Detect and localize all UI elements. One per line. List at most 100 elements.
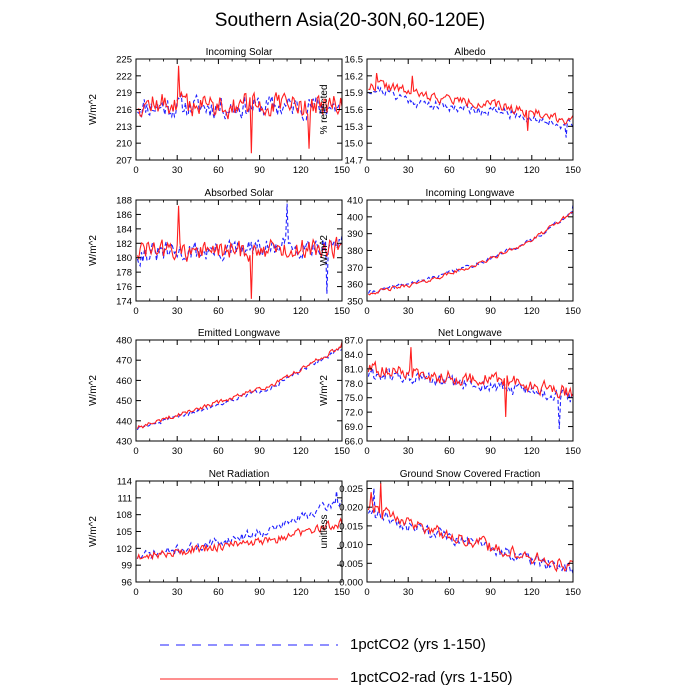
panel-absorbed-solar: Absorbed Solar W/m^2 0 30 60 90 120 150 174 176 17… — [88, 188, 350, 317]
y-tick-label: 176 — [116, 282, 132, 293]
x-tick-label: 90 — [254, 587, 265, 598]
y-tick-label: 66.0 — [345, 437, 364, 448]
x-tick-label: 150 — [334, 446, 350, 457]
y-tick-label: 350 — [347, 297, 363, 308]
y-tick-label: 0.015 — [339, 521, 363, 532]
y-tick-label: 16.2 — [345, 71, 364, 82]
y-axis-label: W/m^2 — [88, 375, 99, 406]
series-1pctco2-rad-line-incoming-longwave — [368, 212, 574, 296]
x-tick-label: 0 — [364, 306, 369, 317]
series-1pctco2-rad-line-emitted-longwave — [136, 341, 343, 430]
y-axis-label: W/m^2 — [88, 235, 99, 266]
y-axis-label: W/m^2 — [319, 235, 330, 266]
x-tick-label: 150 — [334, 165, 350, 176]
series-1pctco2-rad-line-albedo — [368, 72, 574, 131]
y-tick-label: 480 — [116, 336, 132, 347]
y-axis-label: % reflected — [319, 84, 330, 134]
y-tick-label: 219 — [116, 88, 132, 99]
x-tick-label: 30 — [172, 165, 183, 176]
x-tick-label: 0 — [133, 587, 138, 598]
x-tick-label: 150 — [565, 446, 581, 457]
x-tick-label: 60 — [444, 446, 455, 457]
x-tick-label: 120 — [293, 165, 309, 176]
x-tick-label: 120 — [293, 587, 309, 598]
series-1pctco2-rad-line-ground-snow-covered-fraction — [367, 482, 574, 573]
legend-label-1pctco2-rad: 1pctCO2-rad (yrs 1-150) — [350, 669, 513, 686]
y-tick-label: 15.6 — [345, 105, 364, 116]
panel-title: Albedo — [454, 47, 486, 58]
legend-solid-swatch — [160, 678, 338, 680]
y-tick-label: 96 — [121, 578, 132, 589]
y-tick-label: 210 — [116, 139, 132, 150]
x-tick-label: 0 — [364, 587, 369, 598]
y-tick-label: 0.025 — [339, 484, 363, 495]
x-tick-label: 60 — [213, 165, 224, 176]
x-tick-label: 150 — [565, 165, 581, 176]
x-tick-label: 60 — [213, 306, 224, 317]
series-1pctco2-rad-line-net-longwave — [367, 347, 574, 417]
y-tick-label: 370 — [347, 263, 363, 274]
plot-frame — [366, 480, 574, 583]
y-tick-label: 222 — [116, 71, 132, 82]
y-tick-label: 0.000 — [339, 578, 363, 589]
legend-dashed-swatch — [160, 644, 338, 646]
y-tick-label: 81.0 — [345, 364, 364, 375]
x-tick-label: 150 — [334, 306, 350, 317]
x-tick-label: 60 — [444, 165, 455, 176]
panel-title: Ground Snow Covered Fraction — [400, 469, 541, 480]
y-tick-label: 213 — [116, 122, 132, 133]
y-tick-label: 410 — [347, 196, 363, 207]
y-tick-label: 14.7 — [345, 156, 364, 167]
x-tick-label: 120 — [524, 446, 540, 457]
y-axis-label: unitless — [319, 515, 330, 549]
x-tick-label: 60 — [444, 587, 455, 598]
y-tick-label: 450 — [116, 396, 132, 407]
y-tick-label: 15.3 — [345, 122, 364, 133]
y-tick-label: 102 — [116, 544, 132, 555]
y-axis-label: W/m^2 — [319, 375, 330, 406]
x-tick-label: 0 — [364, 165, 369, 176]
y-tick-label: 188 — [116, 196, 132, 207]
y-tick-label: 0.010 — [339, 540, 363, 551]
y-tick-label: 111 — [118, 493, 132, 504]
x-tick-label: 30 — [172, 587, 183, 598]
x-tick-label: 30 — [172, 446, 183, 457]
x-tick-label: 60 — [444, 306, 455, 317]
y-tick-label: 225 — [116, 55, 132, 66]
x-tick-label: 0 — [133, 306, 138, 317]
x-tick-label: 120 — [524, 587, 540, 598]
y-tick-label: 440 — [116, 416, 132, 427]
panel-ground-snow-covered-fraction: Ground Snow Covered Fraction unitless 0 30 6… — [319, 469, 581, 598]
x-tick-label: 0 — [133, 446, 138, 457]
series-1pctco2-line-net-longwave — [367, 366, 574, 430]
y-axis-label: W/m^2 — [88, 516, 99, 547]
series-1pctco2-rad-line-absorbed-solar — [136, 205, 343, 299]
panel-title: Net Longwave — [438, 328, 502, 339]
y-tick-label: 184 — [116, 224, 132, 235]
y-tick-label: 380 — [347, 246, 363, 257]
x-tick-label: 30 — [403, 306, 414, 317]
y-tick-label: 470 — [116, 356, 132, 367]
x-tick-label: 30 — [172, 306, 183, 317]
x-tick-label: 150 — [565, 587, 581, 598]
x-tick-label: 90 — [254, 165, 265, 176]
panel-title: Absorbed Solar — [205, 188, 275, 199]
y-tick-label: 72.0 — [345, 408, 364, 419]
x-tick-label: 150 — [565, 306, 581, 317]
series-1pctco2-rad-line-net-radiation — [136, 517, 343, 561]
x-tick-label: 60 — [213, 587, 224, 598]
y-tick-label: 178 — [116, 268, 132, 279]
y-tick-label: 87.0 — [345, 336, 364, 347]
y-tick-label: 390 — [347, 229, 363, 240]
y-tick-label: 430 — [116, 437, 132, 448]
x-tick-label: 0 — [133, 165, 138, 176]
x-tick-label: 120 — [524, 306, 540, 317]
y-tick-label: 105 — [116, 527, 132, 538]
panel-emitted-longwave: Emitted Longwave W/m^2 0 30 60 90 120 150 430 440… — [88, 328, 350, 457]
y-axis-label: W/m^2 — [88, 94, 99, 125]
y-tick-label: 207 — [116, 156, 132, 167]
x-tick-label: 120 — [293, 306, 309, 317]
